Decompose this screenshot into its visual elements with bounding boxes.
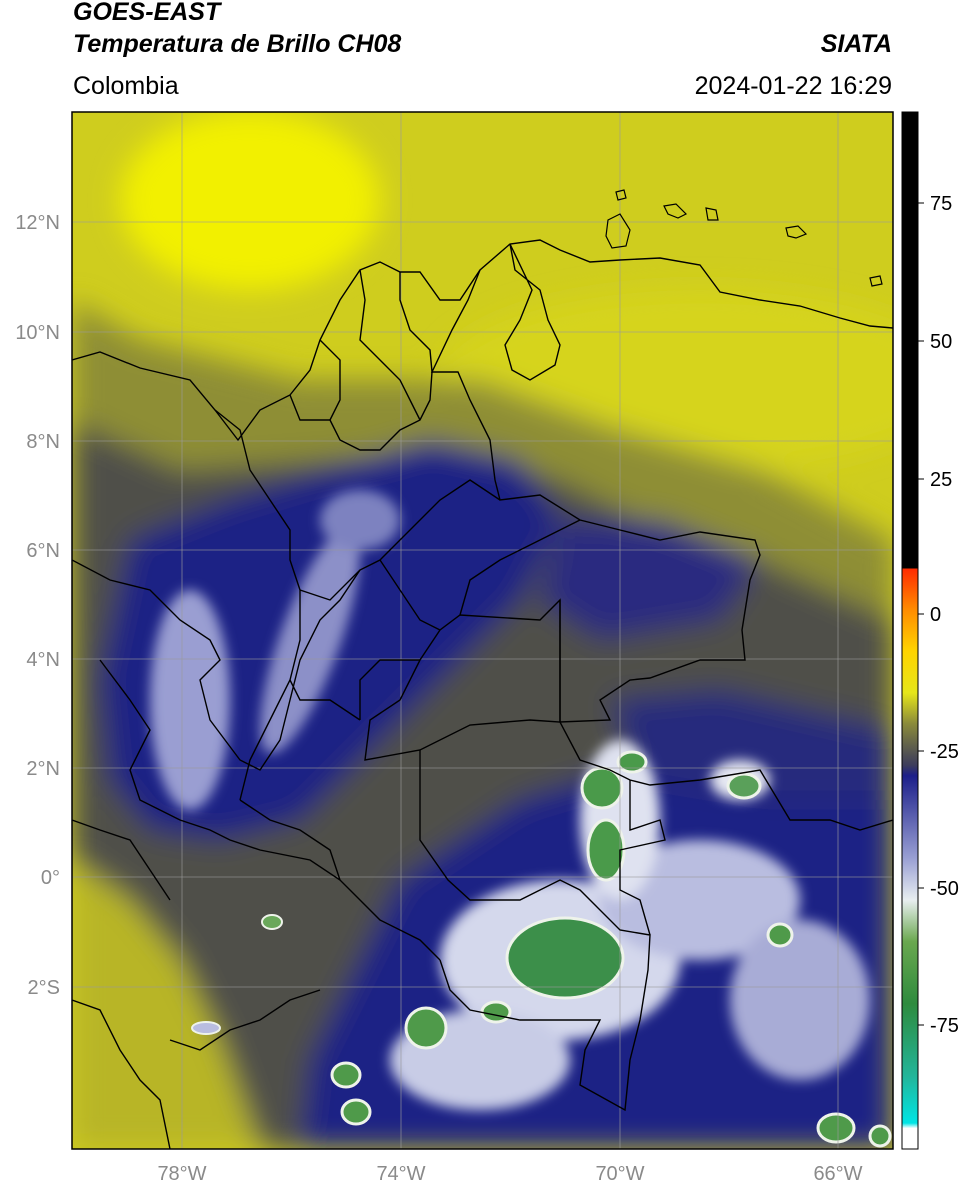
datetime-label: 2024-01-22 16:29: [694, 72, 892, 100]
lon-tick-label: 74°W: [376, 1163, 425, 1185]
source-label: SIATA: [820, 30, 892, 58]
islands: [605, 189, 883, 287]
bright-yellow-area: [120, 112, 380, 290]
satellite-imagery: [72, 112, 893, 1149]
internal-boundary-a: [72, 479, 501, 771]
lat-tick-label: 12°N: [15, 212, 60, 234]
internal-boundary-b: [214, 409, 301, 801]
colorbar-tick-label: -25: [930, 741, 959, 763]
colorbar-gradient: [902, 112, 918, 1149]
colorbar-tick-label: -75: [930, 1015, 959, 1037]
colorbar-tick-label: 0: [930, 604, 941, 626]
gridlines: [72, 112, 893, 1149]
lake-maracaibo-outline: [504, 243, 561, 381]
colombia-peru-brazil-border: [419, 750, 651, 1112]
lon-tick-label: 70°W: [595, 1163, 644, 1185]
internal-boundary-c: [289, 371, 433, 451]
colombia-venezuela-border: [364, 269, 893, 831]
lat-tick-label: 2°N: [26, 758, 60, 780]
colorbar: 75 50 25 0 -25 -50 -75: [901, 111, 959, 1150]
southwest-yellow: [72, 860, 260, 1149]
lon-tick-label: 78°W: [157, 1163, 206, 1185]
lat-tick-label: 8°N: [26, 431, 60, 453]
country-borders: [72, 239, 893, 1149]
colorbar-tick-label: 50: [930, 331, 952, 353]
cold-cloud-cores: [191, 750, 892, 1148]
colorbar-tick-label: 25: [930, 469, 952, 491]
region-label: Colombia: [73, 72, 179, 100]
product-title: Temperatura de Brillo CH08: [73, 30, 402, 58]
lat-tick-label: 2°S: [28, 977, 60, 999]
satellite-title: GOES-EAST: [73, 0, 221, 26]
lat-tick-label: 4°N: [26, 649, 60, 671]
pacific-coastline: [72, 819, 171, 901]
colombia-ecuador-border: [99, 659, 441, 961]
west-cloud-tops: [150, 590, 230, 810]
map-frame: [71, 111, 894, 1150]
colorbar-tick-label: 75: [930, 193, 952, 215]
lat-tick-label: 10°N: [15, 322, 60, 344]
lon-tick-label: 66°W: [813, 1163, 862, 1185]
caribbean-coastline: [72, 239, 893, 442]
lat-tick-label: 0°: [41, 867, 60, 889]
lat-tick-label: 6°N: [26, 540, 60, 562]
colorbar-tick-label: -50: [930, 878, 959, 900]
